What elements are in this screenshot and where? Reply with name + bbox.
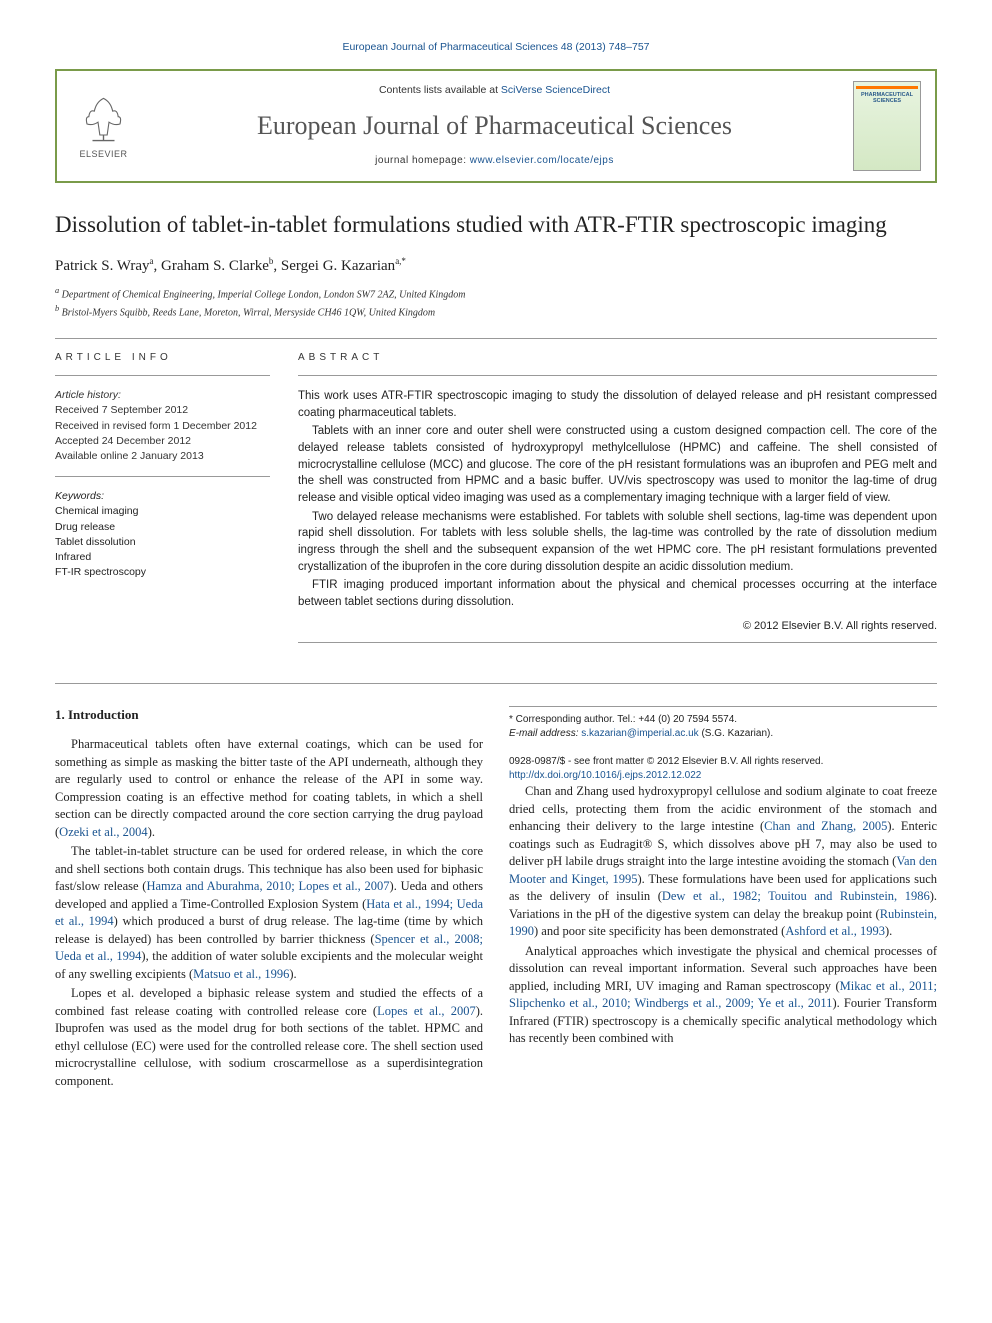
keyword-item: Chemical imaging xyxy=(55,504,270,519)
keywords-block: Keywords: Chemical imaging Drug release … xyxy=(55,489,270,580)
body-para: The tablet-in-tablet structure can be us… xyxy=(55,843,483,983)
keyword-item: Tablet dissolution xyxy=(55,535,270,550)
divider xyxy=(55,375,270,376)
email-link[interactable]: s.kazarian@imperial.ac.uk xyxy=(581,728,698,739)
contents-prefix: Contents lists available at xyxy=(379,84,501,96)
article-title: Dissolution of tablet-in-tablet formulat… xyxy=(55,211,937,240)
journal-header-box: ELSEVIER Contents lists available at Sci… xyxy=(55,69,937,183)
abstract-column: ABSTRACT This work uses ATR-FTIR spectro… xyxy=(298,351,937,655)
article-info-column: ARTICLE INFO Article history: Received 7… xyxy=(55,351,270,655)
affiliation-a: a Department of Chemical Engineering, Im… xyxy=(55,285,937,302)
divider xyxy=(298,642,937,643)
keyword-item: Drug release xyxy=(55,520,270,535)
history-item: Received 7 September 2012 xyxy=(55,403,270,418)
publisher-logo: ELSEVIER xyxy=(71,91,136,161)
keyword-item: FT-IR spectroscopy xyxy=(55,565,270,580)
abstract-para: FTIR imaging produced important informat… xyxy=(298,577,937,610)
body-text: 1. Introduction Pharmaceutical tablets o… xyxy=(55,706,937,1090)
homepage-prefix: journal homepage: xyxy=(375,155,470,166)
sciencedirect-link[interactable]: SciVerse ScienceDirect xyxy=(501,84,610,96)
citation-link[interactable]: Ozeki et al., 2004 xyxy=(59,825,148,839)
affiliation-b: b Bristol-Myers Squibb, Reeds Lane, More… xyxy=(55,303,937,320)
article-info-head: ARTICLE INFO xyxy=(55,351,270,365)
body-para: Pharmaceutical tablets often have extern… xyxy=(55,736,483,841)
citation-link[interactable]: Hamza and Aburahma, 2010; Lopes et al., … xyxy=(146,879,389,893)
corr-author-line: * Corresponding author. Tel.: +44 (0) 20… xyxy=(509,713,937,727)
publisher-name: ELSEVIER xyxy=(79,148,127,161)
citation-link[interactable]: Mikac et al., 2011; Slipchenko et al., 2… xyxy=(509,979,937,1011)
citation-link[interactable]: Chan and Zhang, 2005 xyxy=(764,819,887,833)
citation-link[interactable]: Spencer et al., 2008; Ueda et al., 1994 xyxy=(55,932,483,964)
body-para: Chan and Zhang used hydroxypropyl cellul… xyxy=(509,783,937,941)
elsevier-tree-icon xyxy=(76,91,131,146)
citation-link[interactable]: Ashford et al., 1993 xyxy=(785,924,885,938)
history-label: Article history: xyxy=(55,388,270,403)
keywords-label: Keywords: xyxy=(55,489,270,504)
abstract-copyright: © 2012 Elsevier B.V. All rights reserved… xyxy=(298,619,937,634)
citation-link[interactable]: Lopes et al., 2007 xyxy=(377,1004,476,1018)
body-para: Analytical approaches which investigate … xyxy=(509,943,937,1048)
abstract-para: This work uses ATR-FTIR spectroscopic im… xyxy=(298,388,937,421)
citation-link[interactable]: Dew et al., 1982; Touitou and Rubinstein… xyxy=(662,889,930,903)
homepage-link[interactable]: www.elsevier.com/locate/ejps xyxy=(470,155,614,166)
doi-link[interactable]: http://dx.doi.org/10.1016/j.ejps.2012.12… xyxy=(509,770,701,781)
contents-line: Contents lists available at SciVerse Sci… xyxy=(148,83,841,98)
email-line: E-mail address: s.kazarian@imperial.ac.u… xyxy=(509,727,937,741)
homepage-line: journal homepage: www.elsevier.com/locat… xyxy=(148,154,841,168)
citation-link[interactable]: Hata et al., 1994; Ueda et al., 1994 xyxy=(55,897,483,929)
abstract-text: This work uses ATR-FTIR spectroscopic im… xyxy=(298,388,937,611)
divider xyxy=(55,338,937,339)
journal-cover-thumbnail: PHARMACEUTICAL SCIENCES xyxy=(853,81,921,171)
divider xyxy=(298,375,937,376)
corresponding-author-footer: * Corresponding author. Tel.: +44 (0) 20… xyxy=(509,706,937,783)
abstract-head: ABSTRACT xyxy=(298,351,937,365)
body-para: Lopes et al. developed a biphasic releas… xyxy=(55,985,483,1090)
history-item: Received in revised form 1 December 2012 xyxy=(55,419,270,434)
article-history: Article history: Received 7 September 20… xyxy=(55,388,270,464)
info-abstract-row: ARTICLE INFO Article history: Received 7… xyxy=(55,351,937,655)
top-citation-link[interactable]: European Journal of Pharmaceutical Scien… xyxy=(55,40,937,55)
citation-link[interactable]: Van den Mooter and Kinget, 1995 xyxy=(509,854,937,886)
header-center: Contents lists available at SciVerse Sci… xyxy=(136,83,853,168)
issn-line: 0928-0987/$ - see front matter © 2012 El… xyxy=(509,755,937,769)
abstract-para: Tablets with an inner core and outer she… xyxy=(298,423,937,506)
keyword-item: Infrared xyxy=(55,550,270,565)
abstract-para: Two delayed release mechanisms were esta… xyxy=(298,509,937,576)
intro-heading: 1. Introduction xyxy=(55,706,483,724)
affiliations: a Department of Chemical Engineering, Im… xyxy=(55,285,937,320)
authors-line: Patrick S. Wraya, Graham S. Clarkeb, Ser… xyxy=(55,255,937,277)
citation-link[interactable]: Matsuo et al., 1996 xyxy=(193,967,289,981)
body-divider xyxy=(55,683,937,684)
cover-text: PHARMACEUTICAL SCIENCES xyxy=(856,92,918,104)
divider xyxy=(55,476,270,477)
history-item: Available online 2 January 2013 xyxy=(55,449,270,464)
journal-title: European Journal of Pharmaceutical Scien… xyxy=(148,108,841,144)
history-item: Accepted 24 December 2012 xyxy=(55,434,270,449)
